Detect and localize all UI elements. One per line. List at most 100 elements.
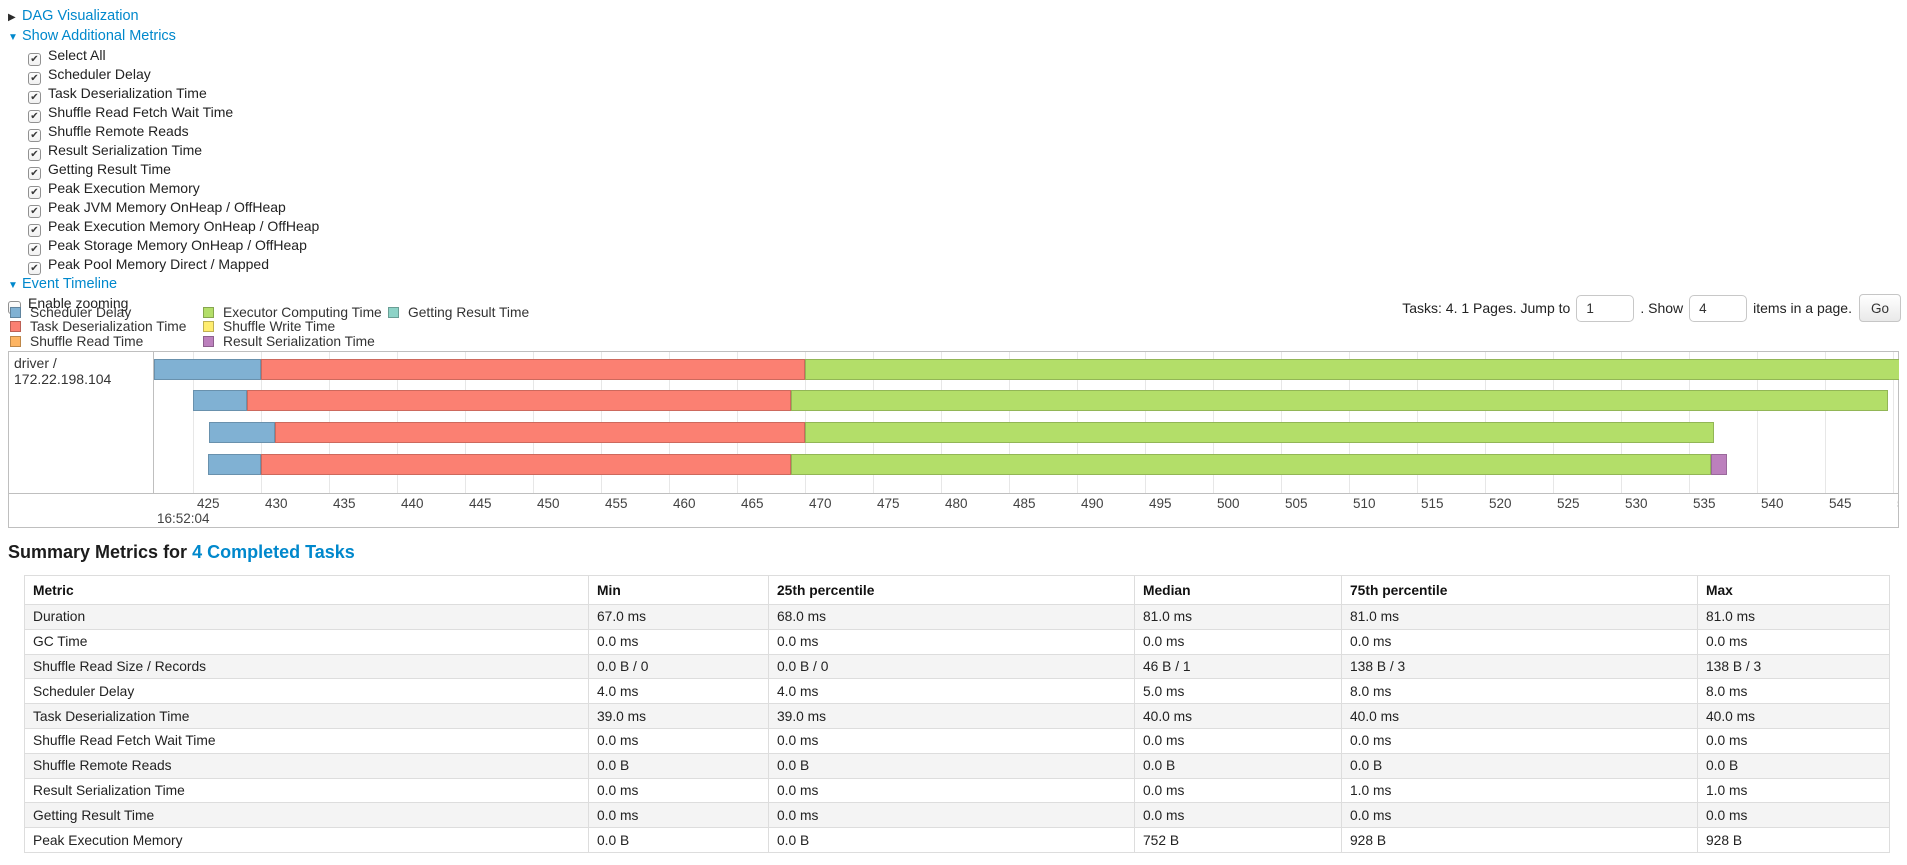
go-button[interactable]: Go xyxy=(1858,294,1901,322)
metric-checkbox[interactable]: ✔ xyxy=(28,262,41,275)
table-row: Scheduler Delay 4.0 ms 4.0 ms 5.0 ms 8.0 ms 8… xyxy=(24,678,1890,705)
table-row: Shuffle Read Size / Records 0.0 B / 0 0.0 … xyxy=(24,653,1890,680)
table-cell: 4.0 ms xyxy=(768,678,1135,705)
metrics-checkbox-list: ✔ Select All ✔ Scheduler Delay ✔ Task Deseria… xyxy=(28,47,319,275)
metric-checkbox[interactable]: ✔ xyxy=(28,129,41,142)
table-header-cell[interactable]: Median xyxy=(1134,575,1342,605)
metric-checkbox[interactable]: ✔ xyxy=(28,243,41,256)
show-additional-metrics-link[interactable]: Show Additional Metrics xyxy=(22,28,176,44)
enable-zooming-label: Enable zooming xyxy=(28,295,129,311)
table-cell: 0.0 ms xyxy=(588,802,769,829)
legend-label: Getting Result Time xyxy=(408,305,530,320)
metric-checkbox-row: ✔ Shuffle Read Fetch Wait Time xyxy=(28,104,319,123)
table-cell: 0.0 ms xyxy=(1341,628,1698,655)
task-bar-segment-deserialization[interactable] xyxy=(261,454,792,475)
table-cell: 0.0 ms xyxy=(1134,777,1342,804)
legend-swatch-icon xyxy=(388,307,399,318)
top-controls: ▶ DAG Visualization ▼ Show Additional Metr… xyxy=(8,7,319,314)
task-bar-segment-scheduler_delay[interactable] xyxy=(154,359,262,380)
metric-checkbox[interactable]: ✔ xyxy=(28,53,41,66)
axis-tick-label: 485 xyxy=(1013,496,1036,511)
metric-checkbox[interactable]: ✔ xyxy=(28,186,41,199)
tasks-count-text: Tasks: 4. 1 Pages. Jump to xyxy=(1402,300,1571,316)
axis-tick-label: 535 xyxy=(1693,496,1716,511)
table-header-cell[interactable]: Max xyxy=(1697,575,1890,605)
task-bar-segment-deserialization[interactable] xyxy=(261,359,806,380)
table-cell: Shuffle Remote Reads xyxy=(24,752,589,779)
table-header-cell[interactable]: Min xyxy=(588,575,769,605)
timeline-plot-area[interactable] xyxy=(154,352,1899,493)
table-cell: GC Time xyxy=(24,628,589,655)
table-header-cell[interactable]: 75th percentile xyxy=(1341,575,1698,605)
axis-tick-label: 455 xyxy=(605,496,628,511)
table-header-cell[interactable]: Metric xyxy=(24,575,589,605)
task-bar-segment-deserialization[interactable] xyxy=(247,390,792,411)
dag-visualization-toggle[interactable]: ▶ DAG Visualization xyxy=(8,7,319,27)
metric-checkbox-row: ✔ Peak Storage Memory OnHeap / OffHeap xyxy=(28,237,319,256)
metric-checkbox-row: ✔ Shuffle Remote Reads xyxy=(28,123,319,142)
table-cell: 40.0 ms xyxy=(1697,703,1890,729)
legend-item: Task Deserialization Time xyxy=(10,320,186,334)
table-row: Peak Execution Memory 0.0 B 0.0 B 752 B 928 … xyxy=(24,827,1890,853)
metric-checkbox-label: Shuffle Read Fetch Wait Time xyxy=(48,104,234,120)
table-cell: Shuffle Read Size / Records xyxy=(24,653,589,680)
task-bar-segment-executor_computing[interactable] xyxy=(791,454,1711,475)
task-bar-segment-executor_computing[interactable] xyxy=(805,359,1899,380)
metric-checkbox[interactable]: ✔ xyxy=(28,91,41,104)
jump-to-page-input[interactable] xyxy=(1576,294,1635,322)
summary-metrics-heading: Summary Metrics for 4 Completed Tasks xyxy=(8,542,355,563)
axis-tick-label: 505 xyxy=(1285,496,1308,511)
metric-checkbox-row: ✔ Peak JVM Memory OnHeap / OffHeap xyxy=(28,199,319,218)
axis-tick-label: 440 xyxy=(401,496,424,511)
table-cell: 0.0 B / 0 xyxy=(768,653,1135,680)
legend-swatch-icon xyxy=(203,335,214,347)
show-additional-metrics-toggle[interactable]: ▼ Show Additional Metrics xyxy=(8,27,319,47)
metric-checkbox[interactable]: ✔ xyxy=(28,167,41,180)
table-cell: Result Serialization Time xyxy=(24,777,589,804)
table-cell: Getting Result Time xyxy=(24,802,589,829)
task-bar-segment-result_serialization[interactable] xyxy=(1710,454,1728,475)
table-cell: 0.0 ms xyxy=(588,628,769,655)
metric-checkbox-row: ✔ Peak Execution Memory xyxy=(28,180,319,199)
metric-checkbox-label: Shuffle Remote Reads xyxy=(48,123,189,139)
items-per-page-text: items in a page. xyxy=(1753,300,1852,316)
metric-checkbox-label: Peak Pool Memory Direct / Mapped xyxy=(48,256,269,272)
table-cell: 0.0 B xyxy=(1341,752,1698,779)
task-bar-segment-scheduler_delay[interactable] xyxy=(207,454,262,475)
event-timeline-toggle[interactable]: ▼ Event Timeline xyxy=(8,275,319,295)
task-bar-segment-executor_computing[interactable] xyxy=(791,390,1888,411)
metric-checkbox-label: Peak Storage Memory OnHeap / OffHeap xyxy=(48,237,307,253)
metric-checkbox-label: Result Serialization Time xyxy=(48,142,203,158)
table-cell: 67.0 ms xyxy=(588,604,769,630)
task-bar-segment-deserialization[interactable] xyxy=(274,422,806,443)
metric-checkbox[interactable]: ✔ xyxy=(28,224,41,237)
table-cell: Task Deserialization Time xyxy=(24,703,589,729)
metric-checkbox-row: ✔ Peak Execution Memory OnHeap / OffHeap xyxy=(28,218,319,237)
dag-visualization-link[interactable]: DAG Visualization xyxy=(22,8,139,24)
event-timeline-link[interactable]: Event Timeline xyxy=(22,276,118,292)
metric-checkbox[interactable]: ✔ xyxy=(28,110,41,123)
axis-tick-label: 460 xyxy=(673,496,696,511)
completed-tasks-link[interactable]: 4 Completed Tasks xyxy=(192,542,355,562)
axis-tick-label: 435 xyxy=(333,496,356,511)
table-header-cell[interactable]: 25th percentile xyxy=(768,575,1135,605)
table-cell: 0.0 ms xyxy=(1341,802,1698,829)
table-cell: 46 B / 1 xyxy=(1134,653,1342,680)
axis-tick-label: 430 xyxy=(265,496,288,511)
table-header-row: Metric Min 25th percentile Median 75th perce… xyxy=(24,575,1890,605)
task-bar-segment-scheduler_delay[interactable] xyxy=(209,422,275,443)
table-cell: 0.0 ms xyxy=(768,777,1135,804)
task-bar-segment-scheduler_delay[interactable] xyxy=(193,390,248,411)
timeline-axis: 16:52:04 425 430 435 440 445 450 455 460 465 470 4… xyxy=(9,493,1898,527)
legend-swatch-icon xyxy=(203,307,214,318)
table-cell: 8.0 ms xyxy=(1341,678,1698,705)
metric-checkbox-row: ✔ Getting Result Time xyxy=(28,161,319,180)
table-cell: 8.0 ms xyxy=(1697,678,1890,705)
task-bar-segment-executor_computing[interactable] xyxy=(805,422,1714,443)
axis-tick-label: 540 xyxy=(1761,496,1784,511)
metric-checkbox[interactable]: ✔ xyxy=(28,148,41,161)
legend-column: Executor Computing Time Shuffle Write Tim… xyxy=(203,305,382,349)
metric-checkbox[interactable]: ✔ xyxy=(28,205,41,218)
items-per-page-input[interactable] xyxy=(1689,294,1748,322)
metric-checkbox[interactable]: ✔ xyxy=(28,72,41,85)
